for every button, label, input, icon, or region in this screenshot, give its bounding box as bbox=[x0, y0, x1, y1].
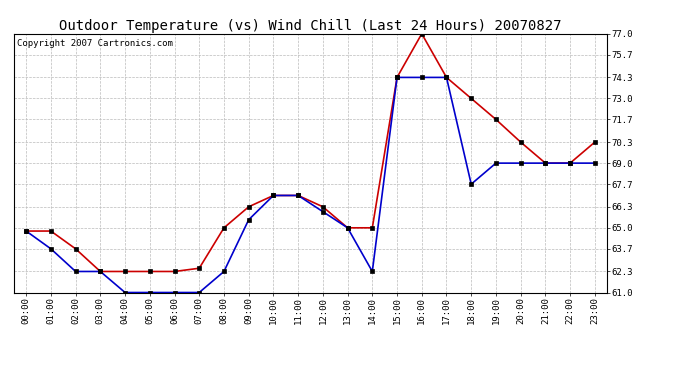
Title: Outdoor Temperature (vs) Wind Chill (Last 24 Hours) 20070827: Outdoor Temperature (vs) Wind Chill (Las… bbox=[59, 19, 562, 33]
Text: Copyright 2007 Cartronics.com: Copyright 2007 Cartronics.com bbox=[17, 39, 172, 48]
